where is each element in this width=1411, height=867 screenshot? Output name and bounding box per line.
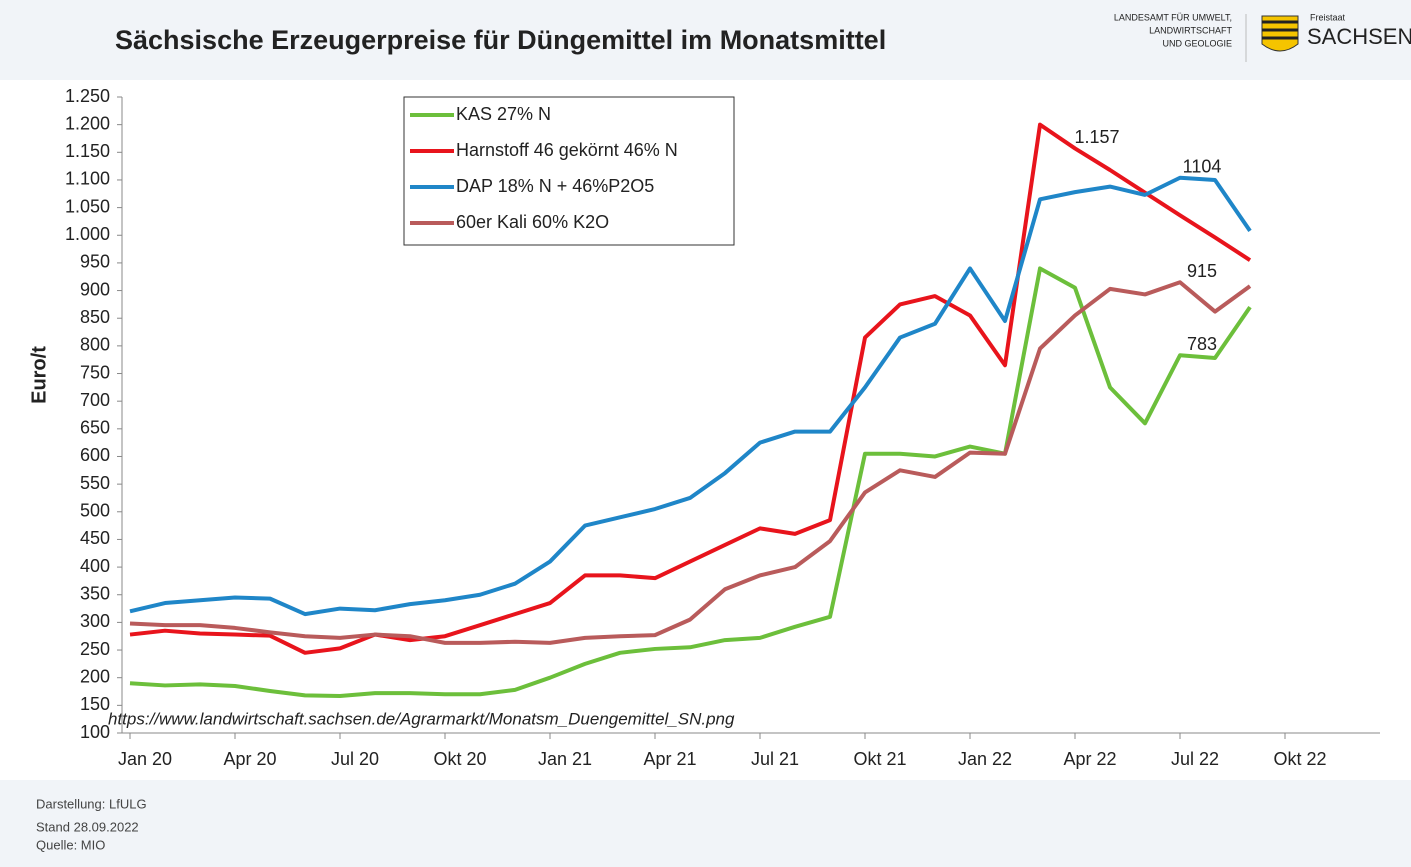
data-label: 915 xyxy=(1187,261,1217,281)
y-tick-label: 900 xyxy=(80,279,110,299)
data-label: 1.157 xyxy=(1074,127,1119,147)
x-tick-label: Jul 21 xyxy=(751,749,799,769)
legend-label: Harnstoff 46 gekörnt 46% N xyxy=(456,140,678,160)
logo-state: Freistaat xyxy=(1310,12,1346,22)
y-tick-label: 1.000 xyxy=(65,224,110,244)
x-tick-label: Okt 20 xyxy=(433,749,486,769)
footer: Quelle: MIO xyxy=(36,837,105,852)
footer: Stand 28.09.2022 xyxy=(36,819,139,834)
y-tick-label: 700 xyxy=(80,390,110,410)
series-line xyxy=(129,175,1252,617)
y-tick-label: 350 xyxy=(80,583,110,603)
series-line xyxy=(129,280,1252,645)
y-tick-label: 1.200 xyxy=(65,113,110,133)
logo-stripes xyxy=(1262,20,1298,40)
y-tick-label: 1.150 xyxy=(65,141,110,161)
y-tick-label: 550 xyxy=(80,473,110,493)
y-tick-label: 600 xyxy=(80,445,110,465)
data-label: 783 xyxy=(1187,334,1217,354)
x-tick-label: Apr 22 xyxy=(1063,749,1116,769)
y-tick-label: 150 xyxy=(80,694,110,714)
x-tick-label: Jan 21 xyxy=(538,749,592,769)
y-tick-label: 450 xyxy=(80,528,110,548)
x-tick-label: Apr 21 xyxy=(643,749,696,769)
logo-text: LANDESAMT FÜR UMWELT, xyxy=(1114,12,1232,22)
x-tick-label: Jan 22 xyxy=(958,749,1012,769)
y-tick-label: 750 xyxy=(80,362,110,382)
x-tick-label: Jul 20 xyxy=(331,749,379,769)
logo-state: SACHSEN xyxy=(1307,24,1411,49)
y-axis-label: Euro/t xyxy=(28,346,50,404)
y-tick-label: 850 xyxy=(80,307,110,327)
x-tick-label: Jan 20 xyxy=(118,749,172,769)
y-tick-label: 250 xyxy=(80,639,110,659)
y-tick-label: 1.250 xyxy=(65,86,110,106)
logo-text: LANDWIRTSCHAFT xyxy=(1149,25,1232,35)
logo-text: UND GEOLOGIE xyxy=(1162,38,1232,48)
data-label: 1104 xyxy=(1183,156,1222,176)
x-tick-label: Okt 21 xyxy=(853,749,906,769)
y-tick-label: 800 xyxy=(80,335,110,355)
y-tick-label: 1.100 xyxy=(65,169,110,189)
y-tick-label: 200 xyxy=(80,666,110,686)
y-tick-label: 100 xyxy=(80,722,110,742)
y-tick-label: 650 xyxy=(80,418,110,438)
y-tick-label: 500 xyxy=(80,501,110,521)
y-tick-label: 300 xyxy=(80,611,110,631)
source-url: https://www.landwirtschaft.sachsen.de/Ag… xyxy=(108,709,735,728)
x-tick-label: Okt 22 xyxy=(1273,749,1326,769)
logo-shield xyxy=(1261,15,1299,52)
legend-label: 60er Kali 60% K2O xyxy=(456,212,609,232)
y-tick-label: 1.050 xyxy=(65,196,110,216)
y-tick-label: 950 xyxy=(80,252,110,272)
legend-label: KAS 27% N xyxy=(456,104,551,124)
series-line xyxy=(129,266,1252,698)
x-tick-label: Jul 22 xyxy=(1171,749,1219,769)
legend-label: DAP 18% N + 46%P2O5 xyxy=(456,176,654,196)
series-line xyxy=(129,122,1252,655)
chart-title: Sächsische Erzeugerpreise für Düngemitte… xyxy=(115,25,886,55)
legend-box xyxy=(403,96,735,246)
footer: Darstellung: LfULG xyxy=(36,796,147,811)
x-tick-label: Apr 20 xyxy=(223,749,276,769)
y-tick-label: 400 xyxy=(80,556,110,576)
